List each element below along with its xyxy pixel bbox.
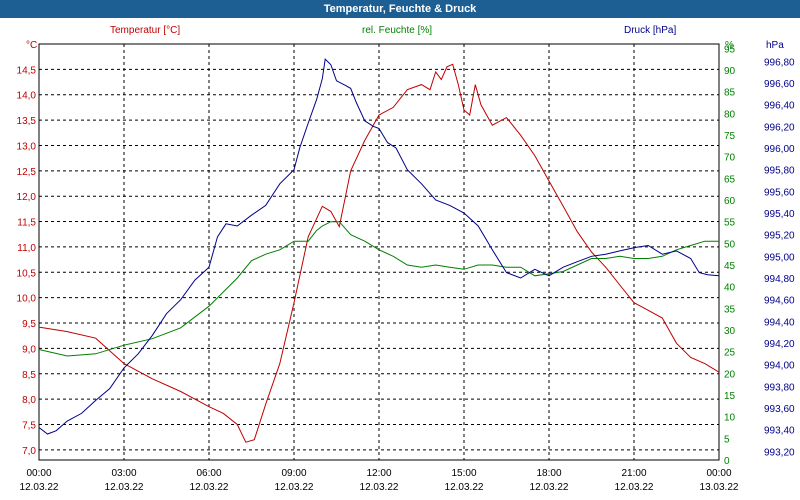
grid-lines — [39, 44, 719, 460]
x-tick-date: 12.03.22 — [275, 482, 314, 493]
temperature-tick-label: 7,0 — [22, 446, 36, 457]
pressure-tick-label: 996,00 — [764, 144, 795, 155]
plot-frame — [38, 43, 720, 461]
humidity-tick-label: 10 — [724, 413, 736, 424]
pressure-tick-label: 996,80 — [764, 57, 795, 68]
humidity-tick-label: 95 — [724, 44, 736, 55]
x-tick-time: 12:00 — [366, 468, 391, 479]
humidity-tick-label: 55 — [724, 218, 736, 229]
temperature-tick-label: 11,5 — [17, 218, 36, 229]
temperature-tick-label: 11,0 — [17, 243, 36, 254]
x-tick-date: 12.03.22 — [190, 482, 229, 493]
humidity-tick-label: 25 — [724, 348, 736, 359]
pressure-axis-header: Druck [hPa] — [624, 25, 676, 36]
humidity-tick-label: 80 — [724, 109, 736, 120]
pressure-tick-label: 993,40 — [764, 426, 795, 437]
chart-title-bar: Temperatur, Feuchte & Druck — [0, 0, 800, 18]
temperature-tick-label: 9,5 — [22, 319, 36, 330]
pressure-tick-label: 994,60 — [764, 296, 795, 307]
temperature-tick-label: 10,5 — [17, 268, 37, 279]
humidity-tick-label: 40 — [724, 283, 736, 294]
x-tick-time: 21:00 — [621, 468, 646, 479]
humidity-tick-label: 15 — [724, 391, 736, 402]
pressure-tick-label: 993,80 — [764, 382, 795, 393]
pressure-tick-label: 995,80 — [764, 166, 795, 177]
x-tick-date: 12.03.22 — [105, 482, 144, 493]
humidity-tick-label: 60 — [724, 196, 736, 207]
pressure-tick-label: 995,00 — [764, 252, 795, 263]
pressure-series-line — [38, 58, 720, 435]
x-tick-time: 09:00 — [281, 468, 306, 479]
humidity-tick-label: 70 — [724, 153, 736, 164]
humidity-tick-label: 5 — [724, 434, 730, 445]
x-tick-time: 00:00 — [26, 468, 51, 479]
temperature-tick-label: 14,0 — [17, 91, 37, 102]
pressure-tick-label: 995,20 — [764, 231, 795, 242]
x-tick-time: 18:00 — [536, 468, 561, 479]
pressure-tick-label: 996,40 — [764, 101, 795, 112]
pressure-unit-label: hPa — [766, 40, 784, 51]
axis-labels: °C Temperatur [°C] rel. Feuchte [%] Druc… — [26, 25, 784, 51]
humidity-axis-header: rel. Feuchte [%] — [362, 25, 432, 36]
humidity-tick-label: 50 — [724, 239, 736, 250]
humidity-tick-label: 35 — [724, 304, 736, 315]
temperature-tick-label: 10,0 — [17, 294, 37, 305]
temperature-unit-label: °C — [26, 40, 37, 51]
humidity-tick-label: 85 — [724, 88, 736, 99]
pressure-tick-label: 996,60 — [764, 79, 795, 90]
pressure-tick-label: 994,00 — [764, 361, 795, 372]
humidity-tick-label: 30 — [724, 326, 736, 337]
pressure-tick-label: 994,40 — [764, 317, 795, 328]
temperature-tick-label: 12,0 — [17, 192, 37, 203]
pressure-tick-label: 993,60 — [764, 404, 795, 415]
temperature-tick-label: 14,5 — [17, 65, 37, 76]
temperature-series-line — [38, 63, 720, 443]
x-tick-date: 12.03.22 — [20, 482, 59, 493]
data-series — [38, 58, 720, 443]
temperature-tick-label: 7,5 — [22, 420, 36, 431]
x-tick-time: 03:00 — [111, 468, 136, 479]
x-tick-date: 12.03.22 — [360, 482, 399, 493]
temperature-tick-label: 12,5 — [17, 167, 37, 178]
pressure-tick-label: 996,20 — [764, 122, 795, 133]
humidity-tick-label: 90 — [724, 66, 736, 77]
humidity-tick-label: 20 — [724, 369, 736, 380]
temperature-tick-label: 9,0 — [22, 344, 36, 355]
temperature-tick-label: 8,5 — [22, 370, 36, 381]
pressure-tick-label: 995,60 — [764, 187, 795, 198]
x-tick-date: 12.03.22 — [445, 482, 484, 493]
temperature-tick-label: 8,0 — [22, 395, 36, 406]
chart-title: Temperatur, Feuchte & Druck — [323, 3, 477, 15]
x-tick-date: 12.03.22 — [615, 482, 654, 493]
tick-labels: 00:00 12.03.22 03:00 12.03.22 06:00 12.03.22 0… — [17, 44, 795, 493]
pressure-tick-label: 993,20 — [764, 447, 795, 458]
chart-area: °C Temperatur [°C] rel. Feuchte [%] Druc… — [17, 25, 795, 493]
humidity-tick-label: 45 — [724, 261, 736, 272]
humidity-series-line — [38, 221, 719, 357]
humidity-tick-label: 75 — [724, 131, 736, 142]
pressure-tick-label: 995,40 — [764, 209, 795, 220]
x-tick-date: 12.03.22 — [530, 482, 569, 493]
humidity-tick-label: 0 — [724, 456, 730, 467]
pressure-tick-label: 994,80 — [764, 274, 795, 285]
x-tick-time: 00:00 — [706, 468, 731, 479]
humidity-tick-label: 65 — [724, 174, 736, 185]
humidity-unit-label: % — [725, 40, 734, 51]
temperature-axis-header: Temperatur [°C] — [110, 25, 180, 36]
x-tick-time: 15:00 — [451, 468, 476, 479]
x-tick-time: 06:00 — [196, 468, 221, 479]
x-tick-date: 13.03.22 — [700, 482, 739, 493]
temperature-tick-label: 13,0 — [17, 141, 37, 152]
pressure-tick-label: 994,20 — [764, 339, 795, 350]
temperature-tick-label: 13,5 — [17, 116, 37, 127]
